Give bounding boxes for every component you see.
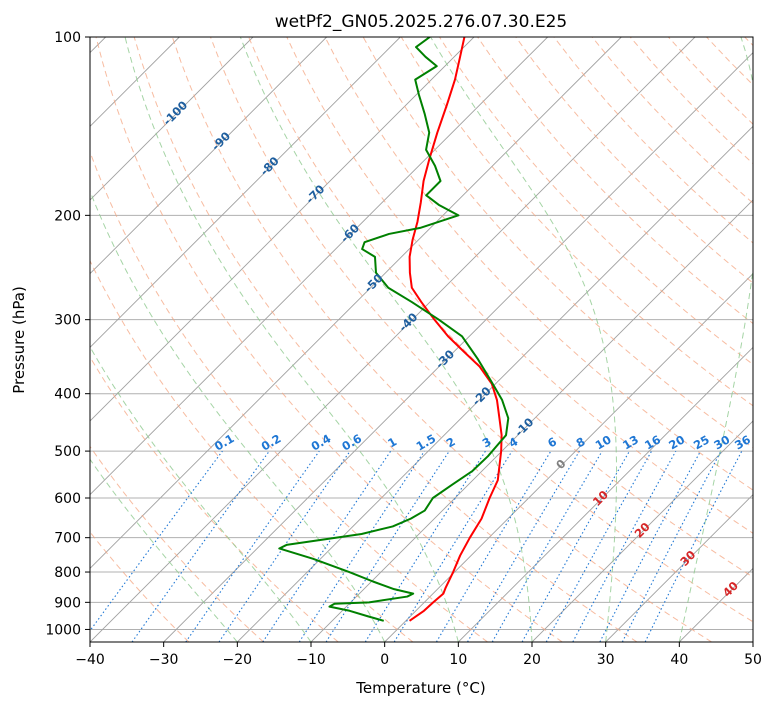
x-axis-title: Temperature (°C) [355,679,485,697]
dry-adiabat-line [90,356,339,642]
dry-adiabat-line [324,37,753,491]
x-tick-label: −30 [149,652,179,668]
mixing-ratio-line [393,450,513,642]
isotherm-line [163,52,753,642]
x-tick-label: −10 [296,652,326,668]
y-axis-title: Pressure (hPa) [10,286,28,394]
isotherm-line [531,420,753,642]
y-tick-label: 400 [54,387,81,403]
mixing-ratio-line [325,450,450,642]
y-tick-label: 600 [54,491,81,507]
mixing-ratio-label: 16 [642,432,663,452]
mixing-ratio-line [218,450,351,642]
mixing-ratio-line [545,450,653,642]
isotherm-line [90,37,254,201]
grid-layer [90,37,753,642]
x-tick-label: 30 [597,652,615,668]
isotherm-line [90,37,401,348]
chart-title: wetPf2_GN05.2025.276.07.30.E25 [275,12,567,32]
dry-adiabat-line [286,37,753,534]
y-tick-label: 1000 [45,622,81,638]
isotherm-line [90,37,548,496]
x-tick-label: −20 [223,652,253,668]
isotherm-line [237,125,753,642]
plot-frame [89,36,754,643]
dewpoint-profile [278,37,510,622]
mixing-ratio-label: 20 [666,432,687,452]
moist-adiabat-line [678,37,753,642]
isotherm-line [90,37,327,275]
moist-adiabat-line [430,37,618,642]
dry-adiabat-line [90,259,414,642]
temperature-profile [408,37,503,622]
dry-adiabat-line [248,37,753,578]
moist-adiabat-line [90,458,238,642]
mixing-ratio-label: 30 [711,432,732,452]
mixing-ratio-line [644,450,743,642]
dry-adiabat-line [171,37,712,642]
dry-adiabat-line [90,445,264,642]
isotherm-line [90,37,475,422]
isotherm-line [90,37,696,642]
isotherm-line [90,37,622,569]
mixing-ratio-line [521,450,630,642]
y-tick-label: 300 [54,313,81,329]
x-tick-label: 10 [449,652,467,668]
mixing-ratio-line [298,450,425,642]
mixing-ratio-line [90,450,223,632]
mixing-ratio-label: 10 [593,432,614,452]
isotherm-line [384,273,753,642]
y-tick-label: 800 [54,565,81,581]
moist-adiabat-line [124,37,459,642]
y-tick-label: 700 [54,531,81,547]
thermo-background-lines [90,37,753,642]
y-tick-label: 500 [54,444,81,460]
mixing-ratio-line [262,450,392,642]
plot-area [90,37,753,642]
mixing-ratio-line [572,450,677,642]
y-tick-label: 100 [54,30,81,46]
moist-adiabat-line [239,37,533,642]
x-tick-label: 40 [670,652,688,668]
dry-adiabat-line [95,37,563,642]
x-axis: −40 −30 −20 −10 0 10 20 30 40 50 [75,642,762,668]
y-axis: 100 200 300 400 500 600 700 800 900 1000 [45,30,90,638]
x-tick-label: −40 [75,652,105,668]
mixing-ratio-label: 25 [691,432,712,452]
mixing-ratio-label: 13 [620,432,641,452]
profile-series [278,37,510,622]
y-tick-label: 200 [54,208,81,224]
moist-adiabat-line [90,345,312,642]
x-tick-label: 50 [744,652,762,668]
dry-adiabat-line [133,37,638,642]
x-tick-label: 0 [380,652,389,668]
x-tick-label: 20 [523,652,541,668]
mixing-ratio-line [185,450,320,642]
mixing-ratio-line [131,450,270,642]
isotherm-line [605,494,753,642]
dry-adiabat-line [515,37,753,284]
isotherm-line [458,346,753,642]
y-tick-label: 900 [54,595,81,611]
dry-adiabat-line [210,37,753,623]
mixing-ratio-label: 36 [732,432,753,452]
moist-adiabat-line [90,189,386,642]
